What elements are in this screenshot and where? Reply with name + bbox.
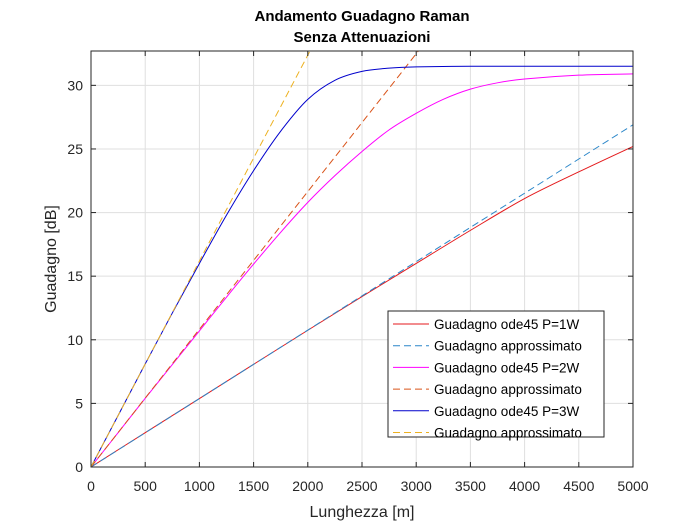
x-tick-label: 1000 [184, 478, 215, 494]
legend-label-1: Guadagno ode45 P=1W [434, 317, 579, 332]
series-line-3 [91, 73, 633, 467]
legend-label-3: Guadagno ode45 P=2W [434, 360, 579, 375]
legend: Guadagno ode45 P=1W Guadagno approssimato… [387, 310, 605, 441]
x-tick-label: 4000 [509, 478, 540, 494]
chart-title-line-1: Andamento Guadagno Raman [254, 8, 469, 25]
x-tick-label: 3500 [455, 478, 486, 494]
axis-ticks: 0 500 1000 1500 2000 2500 3000 3500 4000 4500 5000… [67, 51, 649, 494]
x-tick-label: 4500 [563, 478, 594, 494]
x-tick-label: 0 [87, 478, 95, 494]
x-tick-label: 2000 [292, 478, 323, 494]
y-tick-label: 20 [67, 205, 83, 221]
x-tick-label: 5000 [617, 478, 648, 494]
series-line-6 [91, 51, 311, 467]
x-tick-label: 3000 [401, 478, 432, 494]
series-line-2 [91, 124, 633, 467]
y-tick-label: 15 [67, 268, 83, 284]
x-tick-label: 1500 [238, 478, 269, 494]
legend-label-4: Guadagno approssimato [434, 382, 582, 397]
legend-box [387, 310, 605, 438]
y-axis-label: Guadagno [dB] [43, 205, 60, 313]
x-axis-label: Lunghezza [m] [310, 504, 415, 521]
legend-label-6: Guadagno approssimato [434, 426, 582, 441]
legend-label-2: Guadagno approssimato [434, 339, 582, 354]
x-tick-label: 2500 [346, 478, 377, 494]
series-line-4 [91, 51, 419, 467]
series-lines [91, 51, 633, 467]
x-tick-label: 500 [134, 478, 158, 494]
y-tick-label: 10 [67, 332, 83, 348]
y-tick-label: 25 [67, 141, 83, 157]
chart-title-line-2: Senza Attenuazioni [294, 29, 431, 46]
y-tick-label: 5 [75, 395, 83, 411]
y-tick-label: 0 [75, 459, 83, 475]
y-tick-label: 30 [67, 77, 83, 93]
legend-label-5: Guadagno ode45 P=3W [434, 404, 579, 419]
